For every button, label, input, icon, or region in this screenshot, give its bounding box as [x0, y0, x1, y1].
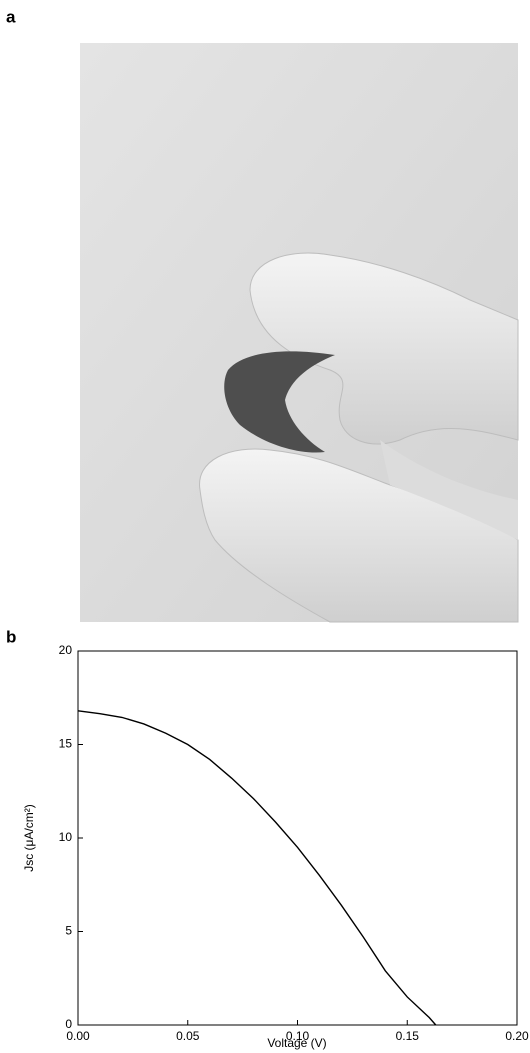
y-axis-label: Jsc (μA/cm²) [22, 804, 36, 872]
y-tick-label: 5 [65, 924, 72, 938]
plot-frame [78, 651, 517, 1025]
line-series [78, 711, 436, 1025]
y-tick-label: 20 [59, 643, 73, 657]
figure: a b Voltage (V) Jsc (μA/cm²) 051015200.0… [0, 0, 530, 1053]
y-tick-label: 10 [59, 830, 73, 844]
panel-label: a [6, 7, 16, 26]
x-tick-label: 0.10 [286, 1029, 310, 1043]
x-tick-label: 0.20 [505, 1029, 529, 1043]
photo [80, 43, 518, 622]
x-tick-label: 0.15 [396, 1029, 420, 1043]
panel-label: b [6, 627, 16, 646]
y-tick-label: 15 [59, 737, 73, 751]
x-tick-label: 0.00 [66, 1029, 90, 1043]
x-tick-label: 0.05 [176, 1029, 200, 1043]
